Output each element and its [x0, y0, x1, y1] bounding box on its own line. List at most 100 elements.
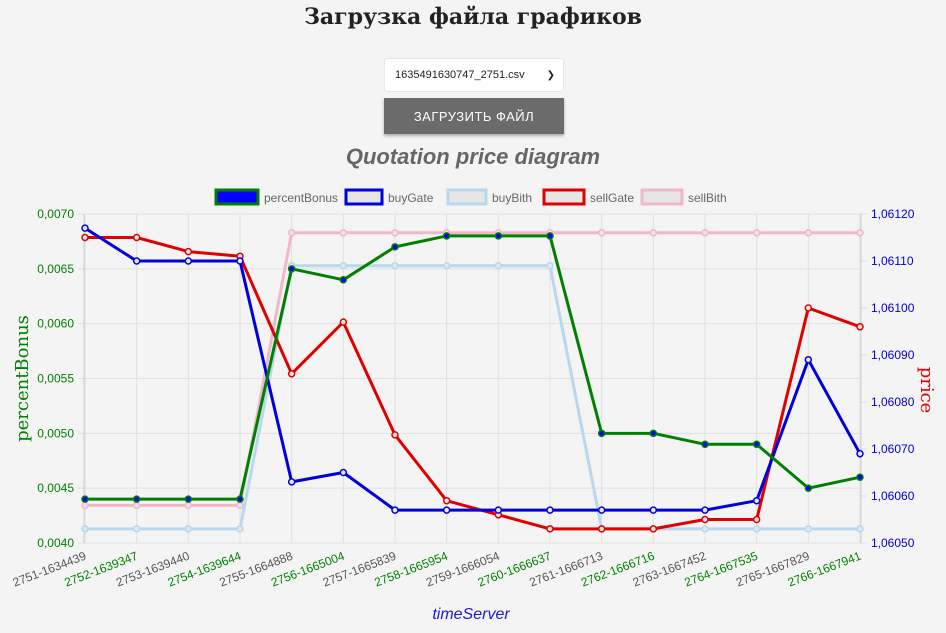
y-right-tick-label: 1,06120: [871, 207, 915, 221]
series-line-percentBonus: [85, 236, 860, 499]
data-point-buyBith: [134, 526, 140, 532]
data-point-percentBonus: [805, 485, 811, 491]
y-left-tick-label: 0,0050: [37, 426, 74, 440]
data-point-buyBith: [805, 526, 811, 532]
data-point-buyGate: [134, 258, 140, 264]
data-point-sellGate: [185, 249, 191, 255]
y-right-tick-label: 1,06060: [871, 489, 915, 503]
legend-label: buyGate: [388, 191, 434, 205]
data-point-buyBith: [340, 263, 346, 269]
data-point-sellBith: [599, 230, 605, 236]
x-axis-title: timeServer: [432, 606, 510, 623]
y-left-tick-label: 0,0070: [37, 207, 74, 221]
y-left-tick-label: 0,0065: [37, 262, 74, 276]
data-point-percentBonus: [237, 496, 243, 502]
series-line-sellGate: [85, 238, 860, 529]
data-point-percentBonus: [82, 496, 88, 502]
legend-swatch: [544, 190, 584, 204]
file-select[interactable]: 1635491630747_2751.csv ❯: [384, 58, 564, 92]
data-point-buyBith: [82, 526, 88, 532]
y-right-tick-label: 1,06080: [871, 395, 915, 409]
data-point-buyBith: [754, 526, 760, 532]
data-point-buyBith: [702, 526, 708, 532]
data-point-sellGate: [547, 526, 553, 532]
data-point-sellBith: [754, 230, 760, 236]
legend-label: sellBith: [688, 191, 727, 205]
line-chart: Quotation price diagram percentBonus buyGa…: [0, 140, 946, 633]
legend-item-sellGate[interactable]: sellGate: [544, 190, 634, 205]
y-left-tick-label: 0,0045: [37, 481, 74, 495]
data-point-sellGate: [702, 517, 708, 523]
y-right-tick-label: 1,06090: [871, 348, 915, 362]
data-point-buyBith: [444, 263, 450, 269]
data-point-buyGate: [237, 258, 243, 264]
legend-label: buyBith: [492, 191, 532, 205]
page-title: Загрузка файла графиков: [0, 4, 946, 30]
data-point-buyGate: [82, 225, 88, 231]
y-right-axis-title: price: [916, 367, 937, 414]
data-point-percentBonus: [289, 266, 295, 272]
y-left-tick-label: 0,0055: [37, 372, 74, 386]
series-line-buyBith: [85, 266, 860, 529]
legend-item-percentBonus[interactable]: percentBonus: [216, 190, 338, 205]
y-right-tick-label: 1,06050: [871, 536, 915, 550]
data-point-sellBith: [185, 502, 191, 508]
data-point-buyGate: [289, 479, 295, 485]
data-point-buyGate: [392, 507, 398, 513]
data-point-percentBonus: [340, 277, 346, 283]
data-point-sellBith: [805, 230, 811, 236]
legend-swatch: [448, 190, 486, 204]
data-point-sellBith: [289, 230, 295, 236]
data-point-buyBith: [185, 526, 191, 532]
legend-label: percentBonus: [264, 191, 338, 205]
legend-swatch: [216, 190, 258, 204]
y-right-tick-label: 1,06070: [871, 442, 915, 456]
data-point-buyGate: [599, 507, 605, 513]
data-point-percentBonus: [599, 430, 605, 436]
legend-swatch: [346, 190, 382, 204]
y-left-axis-title: percentBonus: [12, 315, 33, 442]
y-left-tick-label: 0,0060: [37, 317, 74, 331]
data-point-buyBith: [495, 263, 501, 269]
y-right-tick-label: 1,06100: [871, 301, 915, 315]
data-point-sellGate: [444, 498, 450, 504]
legend-label: sellGate: [590, 191, 634, 205]
data-point-percentBonus: [444, 233, 450, 239]
data-point-percentBonus: [392, 244, 398, 250]
legend-item-sellBith[interactable]: sellBith: [642, 190, 727, 205]
data-point-buyBith: [237, 526, 243, 532]
data-point-buyGate: [805, 357, 811, 363]
data-point-buyGate: [702, 507, 708, 513]
data-point-percentBonus: [702, 441, 708, 447]
data-point-sellGate: [82, 235, 88, 241]
data-point-sellGate: [599, 526, 605, 532]
data-point-buyGate: [340, 470, 346, 476]
data-point-buyGate: [547, 507, 553, 513]
data-point-percentBonus: [547, 233, 553, 239]
data-point-buyGate: [185, 258, 191, 264]
data-point-buyGate: [754, 498, 760, 504]
data-point-sellGate: [289, 371, 295, 377]
legend-item-buyBith[interactable]: buyBith: [448, 190, 532, 205]
data-point-sellGate: [392, 432, 398, 438]
data-point-percentBonus: [857, 474, 863, 480]
data-point-sellGate: [857, 324, 863, 330]
file-select-value: 1635491630747_2751.csv: [395, 69, 525, 81]
chart-title: Quotation price diagram: [346, 144, 600, 169]
legend-swatch: [642, 190, 682, 204]
data-point-sellBith: [650, 230, 656, 236]
data-point-percentBonus: [754, 441, 760, 447]
data-point-buyGate: [444, 507, 450, 513]
upload-file-button[interactable]: ЗАГРУЗИТЬ ФАЙЛ: [384, 98, 564, 134]
series-line-buyGate: [85, 228, 860, 510]
legend-item-buyGate[interactable]: buyGate: [346, 190, 434, 205]
data-point-buyGate: [857, 451, 863, 457]
data-point-sellGate: [754, 517, 760, 523]
data-point-percentBonus: [650, 430, 656, 436]
chevron-down-icon: ❯: [547, 70, 555, 81]
data-point-sellGate: [134, 235, 140, 241]
data-point-buyGate: [495, 507, 501, 513]
data-point-sellBith: [237, 502, 243, 508]
data-point-percentBonus: [134, 496, 140, 502]
y-left-tick-label: 0,0040: [37, 536, 74, 550]
